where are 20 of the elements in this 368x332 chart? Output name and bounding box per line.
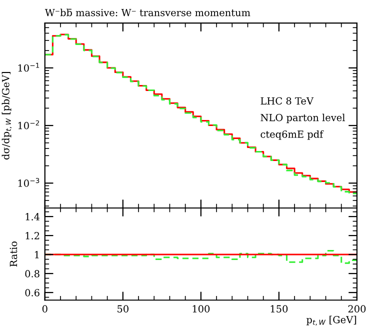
x-tick-label: 200	[348, 305, 366, 313]
x-tick-label: 100	[192, 305, 210, 313]
y-tick-label: 1.4	[26, 213, 40, 220]
y-axis-title: dσ/dp$_{t,W}$ [pb/GeV]	[2, 72, 12, 160]
y-tick-label: 1	[35, 251, 39, 258]
annotation: LHC 8 TeV	[260, 97, 314, 105]
y-tick-label: 0.8	[25, 270, 40, 278]
annotation: NLO parton level	[260, 114, 345, 124]
chart-title: W⁻bb̄ massive: W⁻ transverse momentum	[44, 8, 250, 16]
y-tick-label: 0.6	[25, 289, 40, 296]
x-tick-label: 150	[270, 305, 288, 313]
y-tick-label: 10$^{−2}$	[18, 120, 40, 130]
x-axis-title: p$_{t,W}$ [GeV]	[306, 316, 356, 326]
x-tick-label: 50	[118, 305, 128, 313]
y-tick-label: 1.2	[26, 232, 40, 240]
y-axis-title: Ratio	[10, 241, 18, 267]
y-tick-label: 10$^{−1}$	[18, 62, 40, 72]
x-tick-label: 0	[42, 305, 48, 313]
annotation: cteq6mE pdf	[260, 130, 324, 140]
y-tick-label: 10$^{−3}$	[18, 178, 40, 187]
